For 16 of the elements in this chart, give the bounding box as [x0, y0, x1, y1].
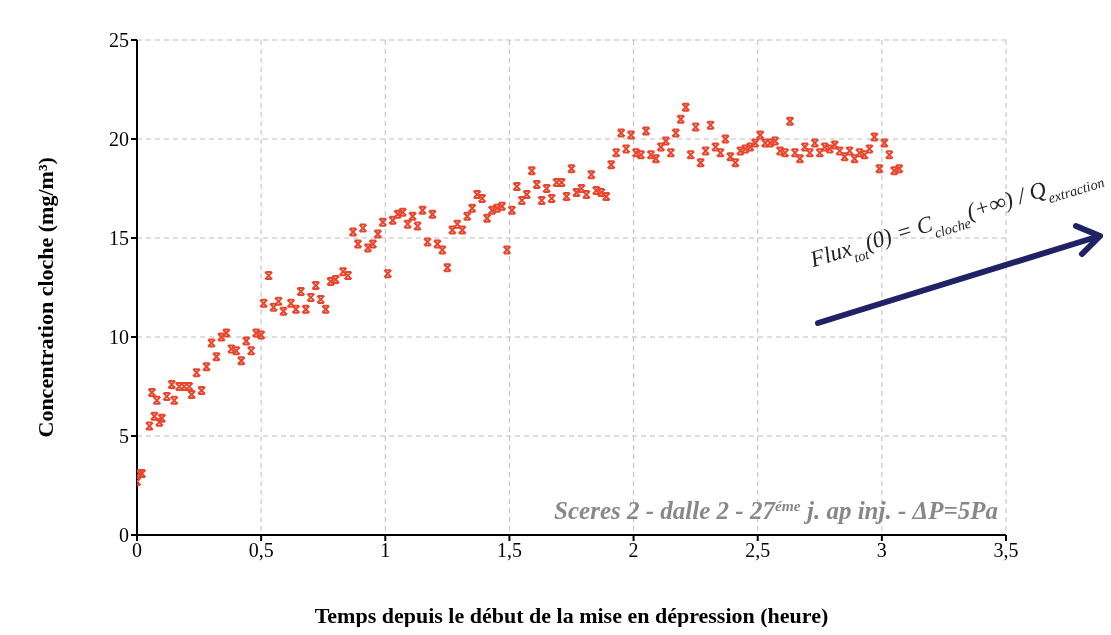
y-axis-title: Concentration cloche (mg/m³)	[32, 157, 58, 438]
x-tick-label: 2,5	[745, 539, 771, 562]
y-tick-label: 5	[119, 425, 129, 448]
annotation: Sceres 2 - dalle 2 - 27$^{éme}$ j. ap inj. - ΔP=5Pa	[554, 496, 998, 524]
x-tick-label: 1	[380, 539, 391, 562]
x-tick-label: 2	[628, 539, 639, 562]
y-tick-label: 10	[109, 326, 129, 349]
x-tick-label: 3	[876, 539, 887, 562]
x-tick-label: 3,5	[993, 539, 1019, 562]
y-tick-label: 15	[109, 227, 129, 250]
x-axis-title: Temps depuis le début de la mise en dépression (heure)	[314, 603, 829, 628]
y-tick-label: 0	[119, 524, 129, 547]
y-tick-label: 25	[109, 29, 129, 52]
y-tick-label: 20	[109, 128, 129, 151]
x-tick-label: 1,5	[496, 539, 522, 562]
x-tick-label: 0,5	[248, 539, 274, 562]
